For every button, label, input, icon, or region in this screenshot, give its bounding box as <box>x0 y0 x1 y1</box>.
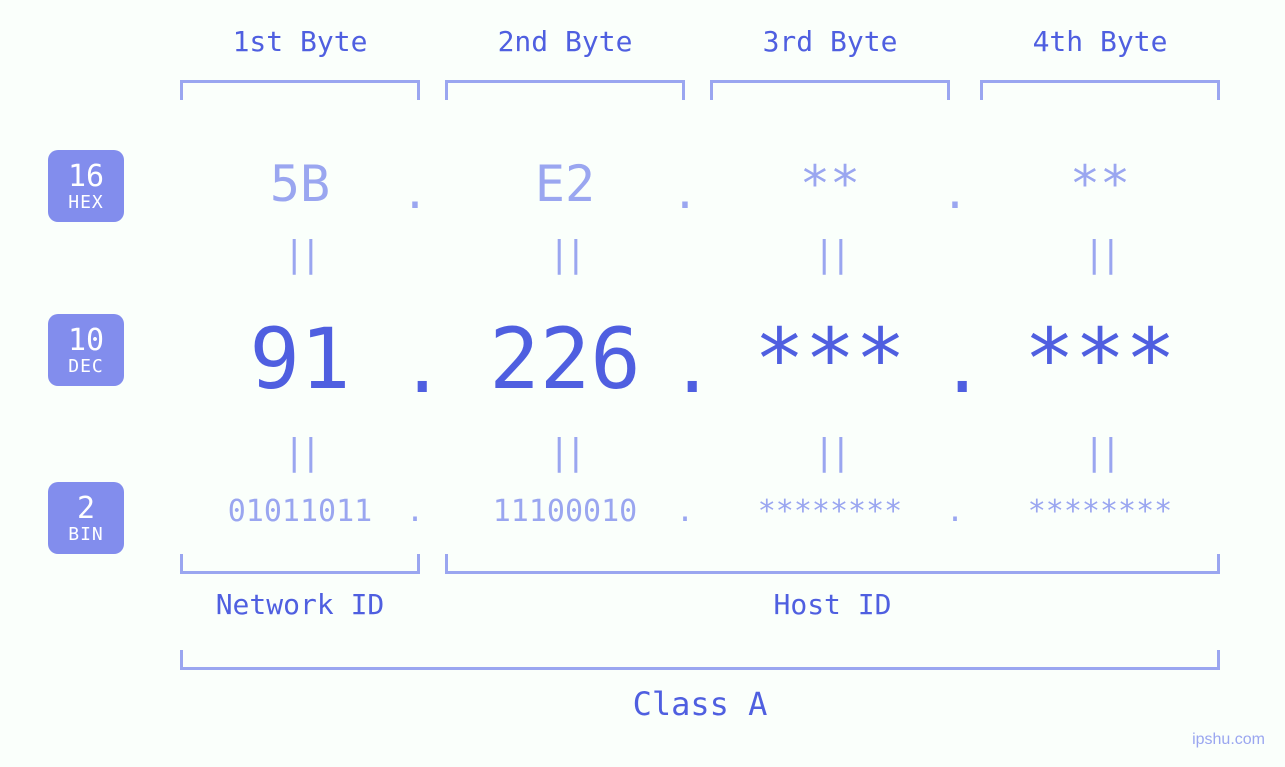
dec-byte-4: *** <box>980 310 1220 408</box>
bracket-top-1 <box>180 80 420 100</box>
bin-byte-4: ******** <box>980 494 1220 529</box>
eq-bot-1: || <box>180 432 420 473</box>
badge-dec-name: DEC <box>48 357 124 377</box>
badge-hex-name: HEX <box>48 193 124 213</box>
badge-dec-base: 10 <box>48 324 124 357</box>
ip-diagram: 1st Byte 2nd Byte 3rd Byte 4th Byte 16 H… <box>0 0 1285 767</box>
label-host-id: Host ID <box>445 588 1220 621</box>
badge-hex: 16 HEX <box>48 150 124 222</box>
dec-byte-1: 91 <box>180 310 420 408</box>
hex-byte-4: ** <box>980 155 1220 213</box>
byte-label-3: 3rd Byte <box>710 25 950 58</box>
eq-top-3: || <box>710 234 950 275</box>
bin-dot-2: . <box>670 494 700 529</box>
bracket-host <box>445 554 1220 574</box>
hex-dot-2: . <box>670 168 700 219</box>
bin-byte-1: 01011011 <box>180 494 420 529</box>
bracket-class <box>180 650 1220 670</box>
eq-top-4: || <box>980 234 1220 275</box>
eq-top-1: || <box>180 234 420 275</box>
label-class: Class A <box>180 685 1220 723</box>
bracket-top-4 <box>980 80 1220 100</box>
badge-bin-base: 2 <box>48 492 124 525</box>
bin-dot-1: . <box>400 494 430 529</box>
badge-bin: 2 BIN <box>48 482 124 554</box>
byte-label-4: 4th Byte <box>980 25 1220 58</box>
byte-label-1: 1st Byte <box>180 25 420 58</box>
hex-byte-2: E2 <box>445 155 685 213</box>
badge-bin-name: BIN <box>48 525 124 545</box>
bin-dot-3: . <box>940 494 970 529</box>
dec-dot-1: . <box>400 324 430 410</box>
dec-byte-3: *** <box>710 310 950 408</box>
hex-dot-1: . <box>400 168 430 219</box>
dec-dot-3: . <box>940 324 970 410</box>
bin-byte-2: 11100010 <box>445 494 685 529</box>
dec-byte-2: 226 <box>445 310 685 408</box>
badge-hex-base: 16 <box>48 160 124 193</box>
byte-label-2: 2nd Byte <box>445 25 685 58</box>
eq-bot-4: || <box>980 432 1220 473</box>
badge-dec: 10 DEC <box>48 314 124 386</box>
bracket-top-2 <box>445 80 685 100</box>
dec-dot-2: . <box>670 324 700 410</box>
hex-byte-3: ** <box>710 155 950 213</box>
eq-top-2: || <box>445 234 685 275</box>
bin-byte-3: ******** <box>710 494 950 529</box>
eq-bot-2: || <box>445 432 685 473</box>
label-network-id: Network ID <box>180 588 420 621</box>
hex-dot-3: . <box>940 168 970 219</box>
eq-bot-3: || <box>710 432 950 473</box>
watermark: ipshu.com <box>1192 731 1265 749</box>
bracket-network <box>180 554 420 574</box>
hex-byte-1: 5B <box>180 155 420 213</box>
bracket-top-3 <box>710 80 950 100</box>
